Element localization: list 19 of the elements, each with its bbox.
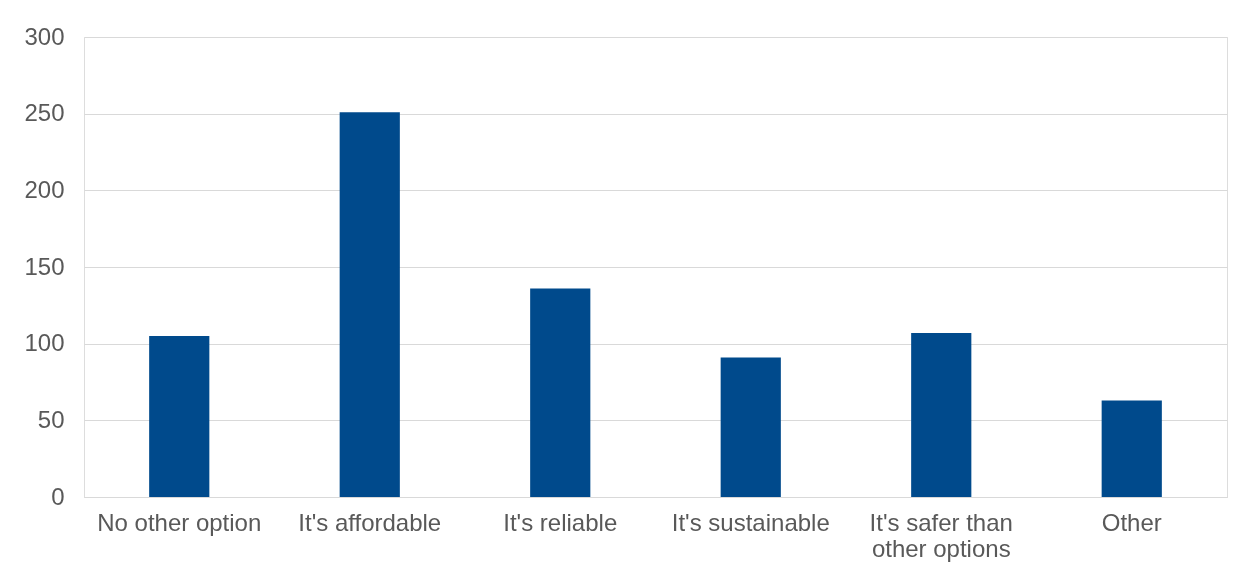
bar [530, 288, 591, 497]
x-tick-label: It's affordable [298, 508, 442, 536]
bar [720, 357, 781, 497]
bar [911, 332, 972, 497]
y-tick-label: 50 [37, 405, 65, 433]
bar [1101, 400, 1162, 497]
x-tick-label: It's sustainable [671, 508, 830, 536]
y-tick-label: 250 [24, 99, 65, 127]
bar [149, 336, 210, 497]
x-tick-label: It's reliable [503, 508, 618, 536]
y-tick-label: 300 [24, 22, 65, 50]
bar [339, 112, 400, 497]
x-tick-label: No other option [97, 508, 262, 536]
x-tick-label: It's safer than other options [869, 508, 1013, 562]
y-tick-label: 200 [24, 175, 65, 203]
y-tick-label: 0 [51, 482, 65, 510]
y-tick-label: 150 [24, 252, 65, 280]
x-tick-label: Other [1101, 508, 1162, 536]
y-tick-label: 100 [24, 329, 65, 357]
